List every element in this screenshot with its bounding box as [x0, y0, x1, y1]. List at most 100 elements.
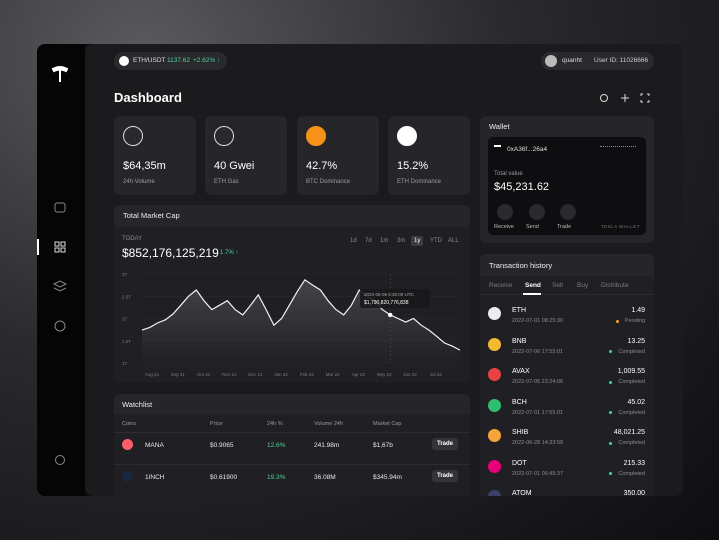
ticker-change: +2.62% ↑: [193, 57, 221, 64]
cell: 241.98m: [314, 442, 340, 449]
cell: 36.08M: [314, 474, 336, 481]
coin-name: DOT: [512, 459, 527, 467]
tx-status: Completed: [618, 409, 645, 416]
row-divider: [114, 464, 470, 465]
card-title: Transaction history: [489, 261, 553, 270]
refresh-button[interactable]: [600, 94, 608, 102]
nav-home[interactable]: [54, 202, 66, 213]
market-chart: 3T 2.5T 2T 1.5T 1T Aug 21 Sep 21 Oct 21 Nov 21 De…: [122, 272, 461, 377]
cell: 19.3%: [267, 474, 286, 481]
nav-settings[interactable]: [54, 320, 66, 332]
coin-name: AVAX: [512, 368, 530, 375]
tab[interactable]: Send: [525, 282, 541, 289]
action-icon[interactable]: [497, 204, 513, 220]
app-frame: ETH/USDT 1137.62 +2.62% ↑ quanht User ID: 11…: [37, 44, 683, 496]
nav-theme[interactable]: [55, 455, 65, 465]
tx-status: Pending: [624, 318, 645, 324]
period-label: TODAY: [122, 236, 143, 242]
y-tick-label: 3T: [122, 272, 128, 277]
column-header: Volume 24h: [314, 421, 344, 427]
action-label[interactable]: Trade: [557, 224, 572, 230]
tx-amount: 48,021.25: [613, 429, 645, 436]
range-button[interactable]: 1m: [380, 238, 389, 244]
wallet-tools: [600, 146, 636, 153]
stat-label: BTC Dominance: [306, 179, 351, 185]
tab[interactable]: Distribute: [601, 282, 629, 289]
tx-time: 2022-07-01 08:25:30: [512, 318, 564, 324]
stat-card: 42.7% BTC Dominance: [297, 116, 379, 195]
x-tick-label: Jul 22: [430, 372, 443, 377]
coin-name: BNB: [512, 337, 527, 345]
avatar: [545, 55, 557, 67]
x-tick-label: Sep 21: [171, 372, 186, 377]
card-body: [114, 414, 470, 496]
ticker-price: 1137.62: [167, 57, 191, 64]
trade-button[interactable]: Trade: [432, 438, 459, 450]
nav-layers[interactable]: [52, 280, 68, 292]
range-button[interactable]: 1y: [411, 236, 424, 246]
tx-time: 2022-07-05 23:24:06: [512, 379, 564, 385]
stat-icon: [214, 126, 234, 146]
tab[interactable]: Buy: [577, 282, 589, 289]
cell: 12.6%: [267, 442, 286, 449]
add-button[interactable]: [621, 94, 629, 102]
range-button[interactable]: ALL: [448, 238, 459, 244]
coin-icon: [122, 471, 133, 482]
action-icon[interactable]: [529, 204, 545, 220]
stat-icon: [397, 126, 417, 146]
status-dot: [609, 350, 613, 353]
tx-time: 2022-07-01 06:45:37: [512, 470, 564, 477]
market-cap-card: Total Market Cap TODAY $852,176,125,219 1.7…: [114, 205, 470, 382]
nav-active-indicator: [37, 239, 39, 255]
ticker-pill[interactable]: ETH/USDT 1137.62 +2.62% ↑: [114, 52, 227, 70]
range-button[interactable]: 3m: [397, 238, 406, 244]
range-button[interactable]: 1d: [350, 238, 357, 244]
coin-icon: [488, 307, 501, 320]
nav-dashboard[interactable]: [54, 241, 66, 253]
transactions-card: Transaction history Receive Send Sell Buy Dis…: [480, 254, 654, 496]
coin-icon: [488, 429, 501, 442]
stat-icon: [123, 126, 143, 146]
status-dot: [609, 411, 613, 414]
trade-button[interactable]: Trade: [432, 470, 459, 482]
range-button[interactable]: YTD: [430, 238, 442, 244]
tx-amount: 45.02: [627, 398, 645, 406]
stat-label: ETH Gas: [214, 179, 239, 185]
user-name: quanht: [562, 57, 582, 64]
action-icon[interactable]: [560, 204, 576, 220]
x-tick-label: May 22: [377, 372, 392, 377]
tx-amount: 215.33: [623, 459, 645, 467]
header-actions: [600, 93, 650, 103]
tab[interactable]: Sell: [552, 282, 563, 289]
sidebar-icons: [37, 66, 69, 465]
stat-value: 40 Gwei: [214, 160, 255, 172]
stat-icon: [306, 126, 326, 146]
tx-status: Completed: [618, 348, 645, 355]
stat-card: 40 Gwei ETH Gas: [205, 116, 287, 195]
stat-label: 24h Volume: [123, 179, 155, 185]
x-tick-label: Oct 21: [197, 372, 211, 377]
column-header: 24h %: [267, 421, 283, 427]
market-change: 1.7% ↑: [220, 250, 239, 256]
coin-name: 1INCH: [145, 474, 165, 481]
user-pill[interactable]: quanht User ID: 11026666: [541, 52, 654, 70]
tooltip-box: [360, 289, 430, 308]
watchlist-card: Watchlist Coins Price 24h % Volume 24h Market…: [114, 394, 470, 496]
stat-card: 15.2% ETH Dominance: [388, 116, 470, 195]
fullscreen-button[interactable]: [640, 93, 650, 103]
action-label[interactable]: Receive: [494, 224, 514, 230]
card-title: Watchlist: [122, 400, 153, 409]
x-tick-label: Feb 22: [300, 372, 315, 377]
total-label: Total value: [494, 171, 523, 177]
wallet-card: Wallet 0xA36f...26a4 Total value $45,231.62…: [480, 116, 654, 243]
y-tick-label: 2T: [122, 317, 128, 322]
tab[interactable]: Receive: [489, 282, 513, 289]
coin-icon: [488, 337, 501, 351]
action-label[interactable]: Send: [526, 224, 539, 230]
tx-amount: 1.49: [631, 307, 645, 314]
row-divider: [114, 432, 470, 433]
sidebar: [37, 44, 85, 496]
x-tick-label: Aug 21: [145, 372, 160, 377]
x-tick-label: Nov 21: [222, 372, 237, 377]
range-button[interactable]: 7d: [365, 238, 372, 244]
